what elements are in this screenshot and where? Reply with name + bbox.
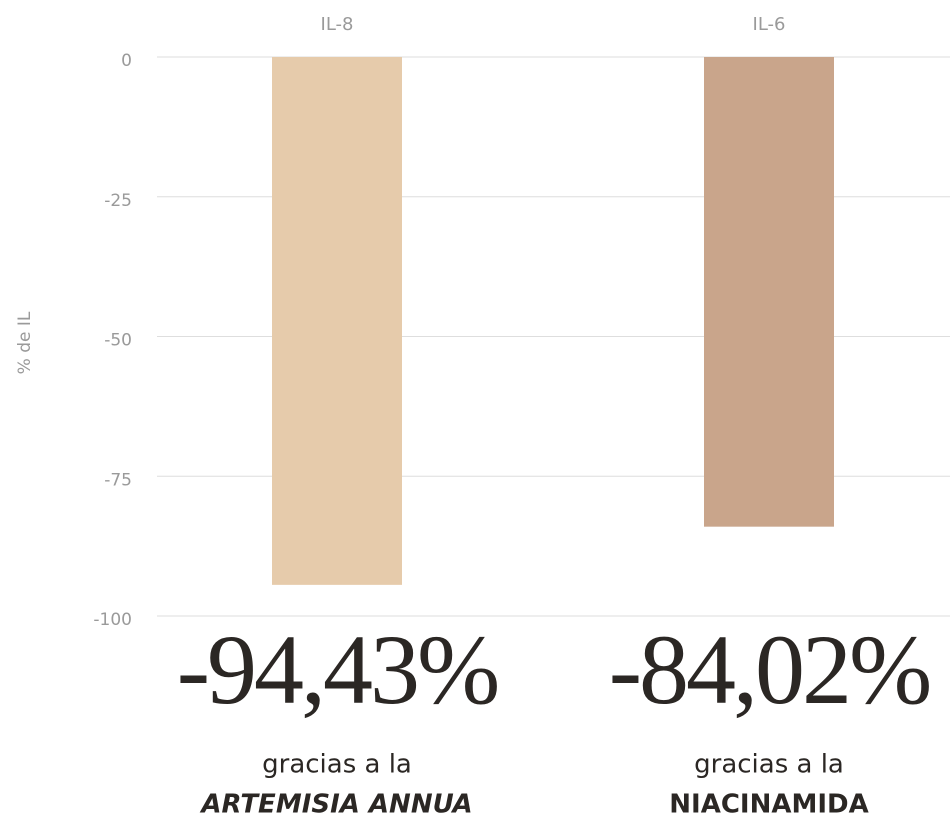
bar [704,57,834,527]
y-tick-label: -100 [93,610,132,630]
bar [272,57,402,585]
y-tick-label: 0 [121,51,132,71]
value-label: -94,43% [177,614,498,725]
caption: gracias a la [262,750,412,780]
x-tick-label: IL-6 [753,14,786,35]
y-axis-label: % de IL [15,311,35,374]
y-tick-label: -50 [104,331,132,351]
caption-emphasis: ARTEMISIA ANNUA [199,790,472,820]
value-label: -84,02% [609,614,930,725]
y-tick-label: -75 [104,470,132,490]
caption: gracias a la [694,750,844,780]
caption-emphasis: NIACINAMIDA [669,790,868,820]
x-tick-label: IL-8 [321,14,354,35]
y-tick-label: -25 [104,191,132,211]
